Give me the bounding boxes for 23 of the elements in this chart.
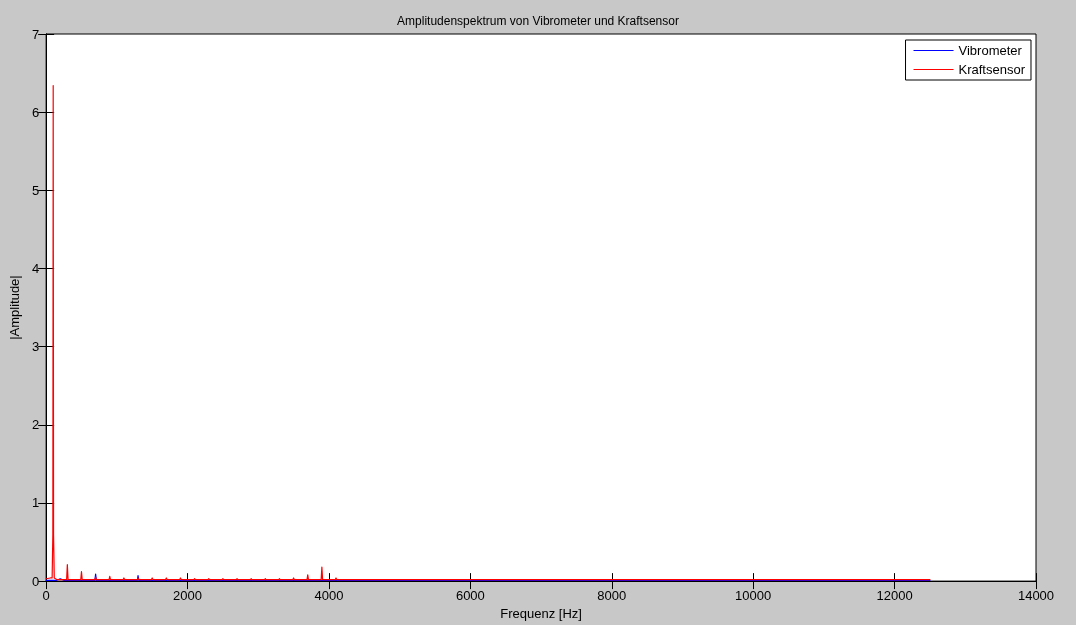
x-tick-label: 8000 [597, 588, 627, 604]
x-tick-label: 4000 [314, 588, 344, 604]
chart-title: Amplitudenspektrum von Vibrometer und Kraftsensor [397, 14, 679, 28]
x-tick-label: 12000 [876, 588, 913, 604]
line-series [45, 84, 931, 581]
x-tick-label: 0 [42, 588, 50, 604]
y-tick-label: 2 [31, 417, 40, 433]
line-series [45, 573, 931, 581]
legend-label: Kraftsensor [958, 62, 1026, 77]
x-tick-label: 10000 [735, 588, 772, 604]
x-axis-title: Frequenz [Hz] [500, 606, 582, 621]
y-tick-label: 0 [31, 573, 40, 589]
y-tick-label: 5 [31, 182, 40, 198]
y-tick-label: 6 [31, 104, 40, 120]
x-tick-label: 6000 [455, 588, 485, 604]
x-tick-label: 2000 [173, 588, 202, 604]
y-tick-label: 7 [31, 26, 40, 42]
x-tick-label: 14000 [1017, 588, 1055, 604]
y-axis-title: |Amplitude| [7, 275, 22, 340]
y-tick-label: 4 [31, 260, 40, 276]
y-tick-label: 3 [31, 339, 40, 355]
legend-label: Vibrometer [958, 43, 1023, 58]
y-tick-label: 1 [31, 495, 40, 511]
